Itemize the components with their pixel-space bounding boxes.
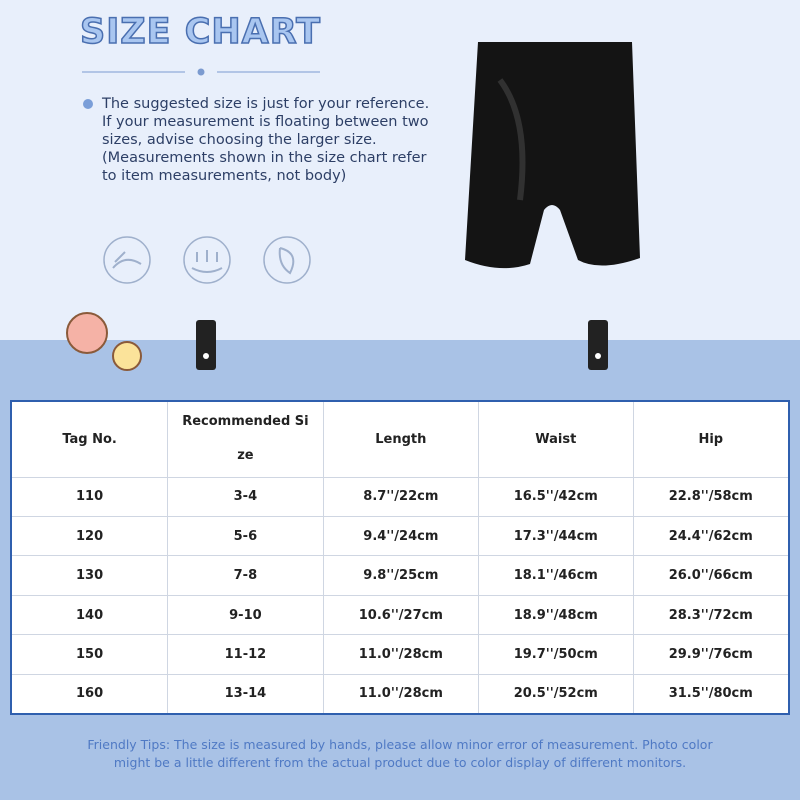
header-cell: Hip (632, 400, 790, 478)
decor (66, 42, 640, 371)
cell: 110 (10, 476, 169, 518)
cell: 7-8 (167, 555, 324, 596)
cell: 9.8''/25cm (322, 555, 480, 596)
cell: 5-6 (167, 516, 324, 557)
bullet (83, 99, 93, 109)
row: 140 9-10 10.6''/27cm 18.9''/48cm 28.3''/72cm (10, 594, 790, 636)
tag-hole (595, 353, 601, 359)
icon-glyph (112, 251, 142, 269)
cell: 11.0''/28cm (322, 673, 480, 715)
cell: 20.5''/52cm (478, 673, 634, 715)
icon (183, 236, 231, 284)
cell: 18.1''/46cm (478, 555, 634, 596)
row: 120 5-6 9.4''/24cm 17.3''/44cm 24.4''/62cm (10, 516, 790, 557)
cell: 120 (10, 516, 169, 557)
cell: 18.9''/48cm (478, 594, 634, 636)
tag (196, 320, 216, 370)
cell: 29.9''/76cm (632, 634, 790, 675)
header-cell: Length (322, 400, 480, 478)
tag-hole (203, 353, 209, 359)
cell: 8.7''/22cm (322, 476, 480, 518)
shorts-shine (497, 78, 526, 201)
cell: 3-4 (167, 476, 324, 518)
divider-dot (197, 68, 205, 76)
cell: 19.7''/50cm (478, 634, 634, 675)
icon (103, 236, 151, 284)
tag (588, 320, 608, 370)
flower (66, 312, 108, 354)
cell: 9-10 (167, 594, 324, 636)
flower (112, 341, 142, 371)
row: 130 7-8 9.8''/25cm 18.1''/46cm 26.0''/66cm (10, 555, 790, 596)
row: 110 3-4 8.7''/22cm 16.5''/42cm 22.8''/58cm (10, 476, 790, 518)
header-cell: Recommended Size (167, 400, 324, 478)
icon (263, 236, 311, 284)
cell: 16.5''/42cm (478, 476, 634, 518)
header-text: Hip (698, 431, 724, 447)
header-text: Recommended Size (182, 414, 309, 464)
title: SIZE CHART (79, 11, 322, 53)
top-panel (0, 0, 800, 340)
cell: 11.0''/28cm (322, 634, 480, 675)
header-cell: Tag No. (10, 400, 169, 478)
header-text: Tag No. (62, 431, 117, 447)
cell: 160 (10, 673, 169, 715)
header-text: Length (375, 431, 427, 447)
tips: Friendly Tips: The size is measured by h… (87, 737, 713, 770)
cell: 11-12 (167, 634, 324, 675)
note: The suggested size is just for your refe… (102, 96, 430, 184)
cell: 31.5''/80cm (632, 673, 790, 715)
cell: 24.4''/62cm (632, 516, 790, 557)
cell: 28.3''/72cm (632, 594, 790, 636)
row: 160 13-14 11.0''/28cm 20.5''/52cm 31.5''/80c… (10, 673, 790, 715)
icon-glyph (278, 247, 295, 275)
size-table: Tag No. Recommended Size Length Waist Hip 110… (10, 400, 790, 715)
cell: 9.4''/24cm (322, 516, 480, 557)
cell: 150 (10, 634, 169, 675)
row: 150 11-12 11.0''/28cm 19.7''/50cm 29.9''/76c… (10, 634, 790, 675)
header-row: Tag No. Recommended Size Length Waist Hip (10, 400, 790, 478)
shorts-image (465, 42, 640, 269)
cell: 140 (10, 594, 169, 636)
cell: 26.0''/66cm (632, 555, 790, 596)
cell: 17.3''/44cm (478, 516, 634, 557)
icon-glyph (191, 250, 223, 273)
cell: 13-14 (167, 673, 324, 715)
header-text: Waist (535, 431, 577, 447)
cell: 130 (10, 555, 169, 596)
cell: 22.8''/58cm (632, 476, 790, 518)
header-cell: Waist (478, 400, 634, 478)
cell: 10.6''/27cm (322, 594, 480, 636)
